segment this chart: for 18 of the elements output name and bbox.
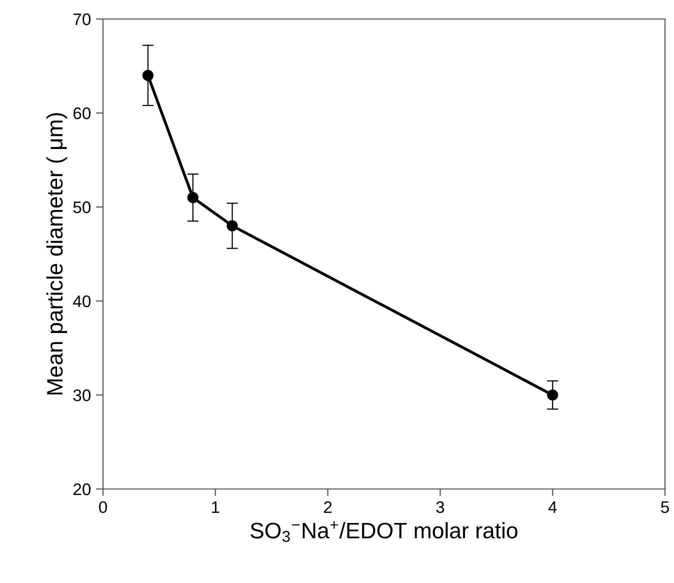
x-tick-label: 4 [548, 501, 557, 513]
y-tick-label: 70 [74, 13, 91, 26]
x-tick-label: 3 [436, 501, 444, 514]
x-axis-title: SO$_{3}$$^{−}$Na$^{+}$/EDOT molar ratio [250, 521, 518, 542]
x-tick-label: 2 [324, 501, 332, 513]
y-tick-label: 20 [73, 483, 91, 496]
x-tick-label: 1 [212, 501, 220, 513]
point [547, 389, 558, 401]
point [142, 70, 154, 81]
point [226, 220, 238, 232]
y-tick-label: 40 [73, 295, 91, 308]
y-axis-title: Mean particle diameter ( μm) [46, 113, 68, 394]
x-tick-label: 0 [99, 501, 107, 514]
y-tick-label: 30 [73, 389, 91, 402]
y-tick-label: 60 [74, 107, 91, 120]
y-tick-label: 50 [73, 201, 91, 214]
point [187, 192, 198, 204]
x-tick-label: 5 [661, 501, 669, 514]
